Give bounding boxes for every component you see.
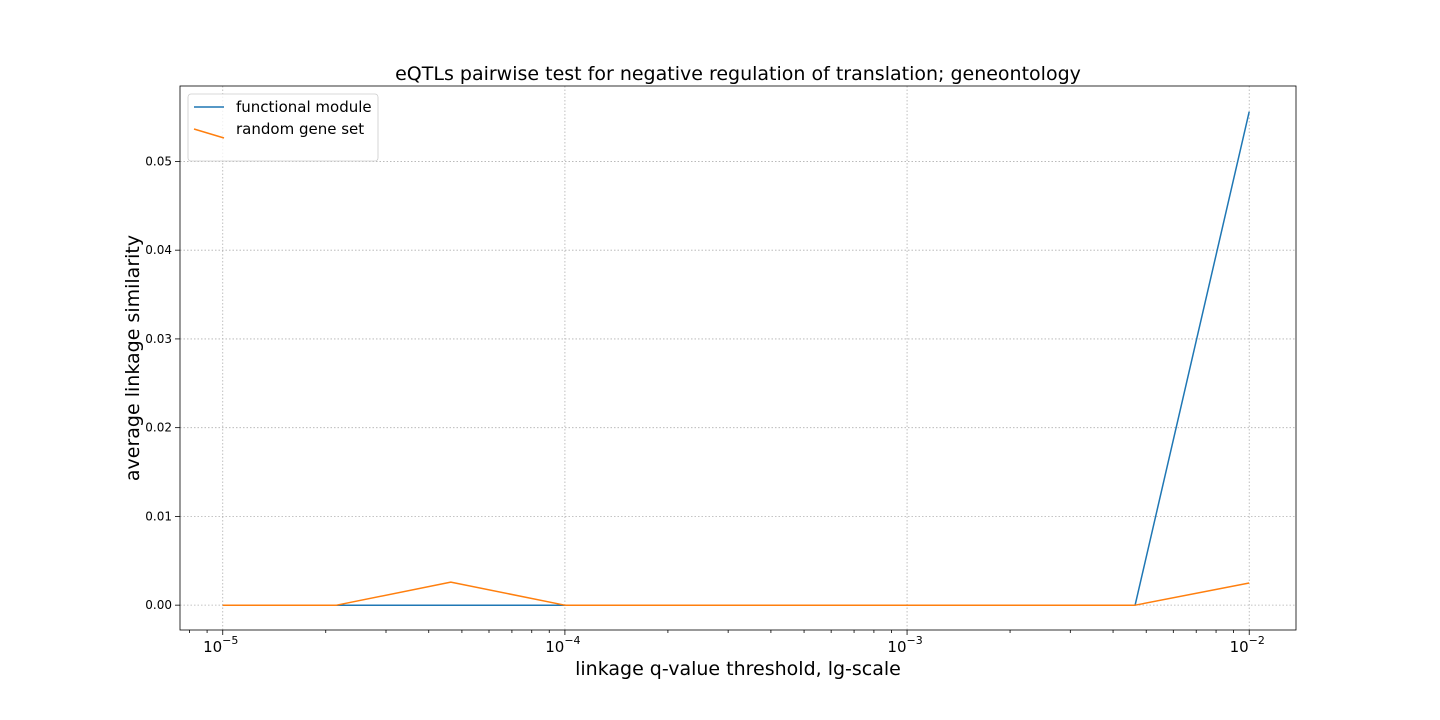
y-axis-ticks: 0.00 0.01 0.02 0.03 0.04 0.05 [145,154,180,612]
legend-label: random gene set [236,120,364,138]
y-tick-label: 0.02 [145,421,172,435]
chart-title: eQTLs pairwise test for negative regulat… [395,63,1081,85]
legend-swatch [193,128,225,139]
y-axis-label: average linkage similarity [122,235,144,481]
x-tick-exponent: −5 [222,634,238,647]
plot-frame [179,85,1297,631]
legend-label: functional module [236,98,372,116]
y-tick-label: 0.05 [145,154,172,168]
series-lines [222,111,1250,606]
y-tick-label: 0.03 [145,332,172,346]
x-tick-exponent: −3 [907,634,923,647]
series-line-random-gene-set [222,581,1250,606]
x-axis-label: linkage q-value threshold, lg-scale [575,658,901,680]
plot-area [180,86,1296,630]
legend: functional module random gene set [187,93,379,162]
y-tick-label: 0.04 [145,243,172,257]
y-tick-label: 0.00 [145,598,172,612]
y-tick-label: 0.01 [145,509,172,523]
x-tick-exponent: −2 [1249,634,1265,647]
x-tick-exponent: −4 [564,634,580,647]
legend-box [187,93,379,162]
